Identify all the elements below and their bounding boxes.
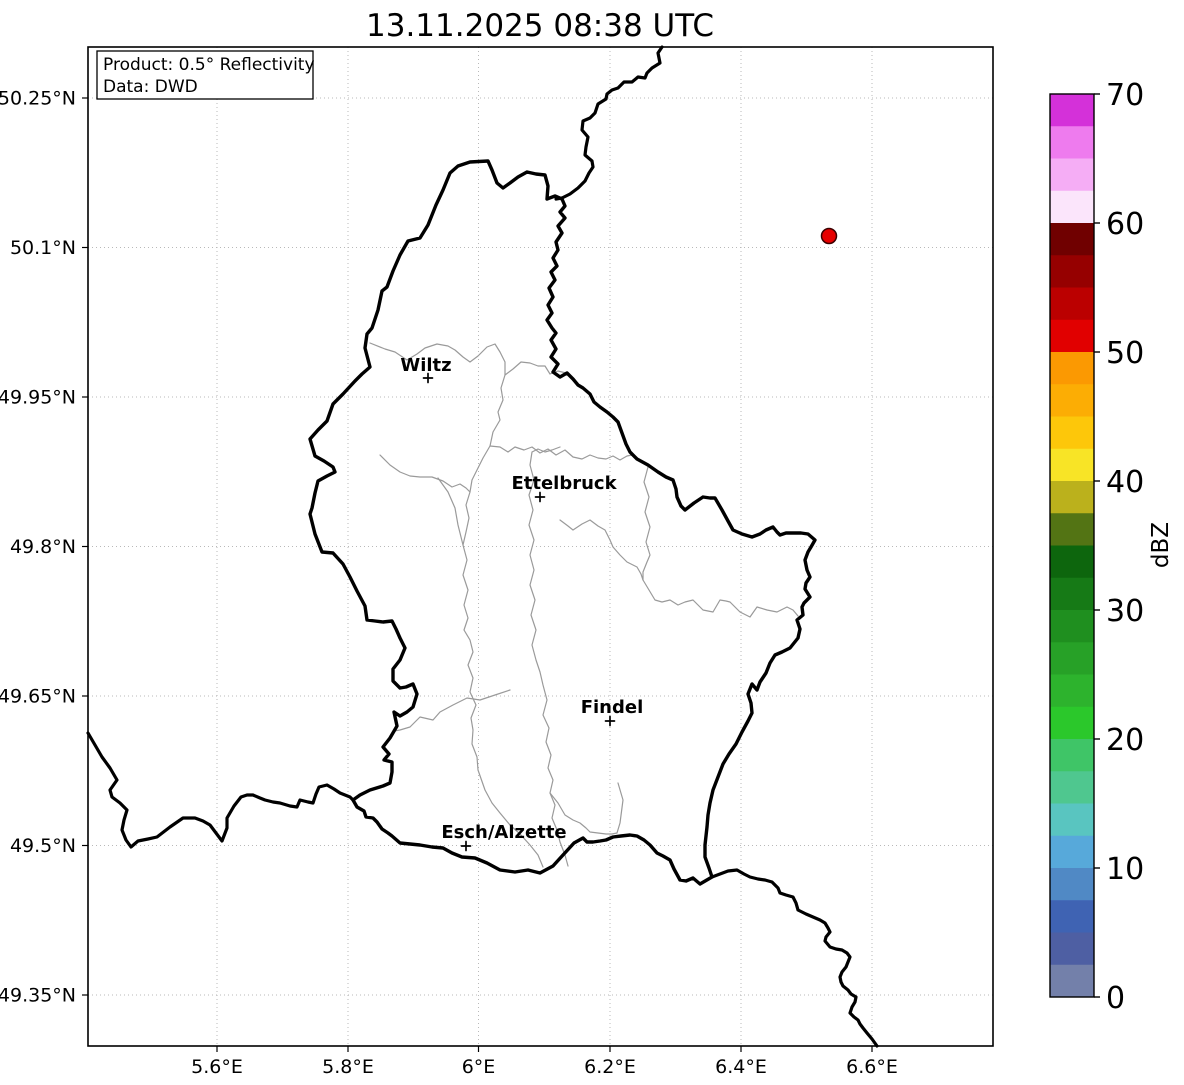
colorbar-segment (1050, 964, 1094, 998)
colorbar-segment (1050, 352, 1094, 385)
y-tick-label: 50.1°N (10, 237, 76, 259)
colorbar-segment (1050, 190, 1094, 224)
france-germany-border (710, 868, 879, 1048)
city-label-esch: Esch/Alzette (441, 822, 566, 843)
colorbar-segment (1050, 384, 1094, 417)
x-tick-label: 6.6°E (846, 1056, 898, 1078)
germany-belgium-border (554, 45, 664, 201)
y-tick-label: 49.5°N (10, 835, 76, 857)
y-tick-label: 50.25°N (0, 88, 76, 110)
city-marker-findel (604, 715, 616, 727)
x-tick-label: 5.8°E (322, 1056, 374, 1078)
product-info-box: Product: 0.5° Reflectivity Data: DWD (96, 50, 315, 100)
y-tick-label: 49.35°N (0, 985, 76, 1007)
colorbar-segment (1050, 803, 1094, 837)
colorbar-segment (1050, 448, 1094, 482)
city-marker-ettelbruck (534, 491, 546, 503)
y-tick-label: 49.95°N (0, 387, 76, 409)
colorbar-tick-label: 40 (1106, 465, 1144, 500)
colorbar-segment (1050, 868, 1094, 901)
colorbar-segment (1050, 545, 1094, 579)
colorbar-segment (1050, 739, 1094, 772)
figure-title: 13.11.2025 08:38 UTC (366, 8, 714, 44)
colorbar-segment (1050, 610, 1094, 643)
product-info-line2: Data: DWD (103, 77, 198, 97)
colorbar-segment (1050, 223, 1094, 256)
city-label-wiltz: Wiltz (400, 355, 451, 376)
axis-ticks (82, 97, 873, 1052)
city-marker-wiltz (422, 372, 434, 384)
colorbar-segment (1050, 416, 1094, 450)
colorbar-segments (1050, 94, 1094, 998)
x-tick-label: 6°E (462, 1056, 496, 1078)
belgium-france-border (86, 731, 355, 849)
canton-borders (369, 342, 799, 868)
colorbar-segment (1050, 932, 1094, 966)
colorbar-segment (1050, 126, 1094, 159)
product-info-line1: Product: 0.5° Reflectivity (103, 55, 315, 75)
city-label-findel: Findel (581, 697, 644, 718)
colorbar-segment (1050, 674, 1094, 708)
colorbar-segment (1050, 771, 1094, 804)
colorbar-segment (1050, 900, 1094, 933)
y-tick-label: 49.8°N (10, 536, 76, 558)
radar-echo-point (820, 227, 838, 245)
colorbar-segment (1050, 577, 1094, 611)
colorbar-tick-label: 60 (1106, 207, 1144, 242)
colorbar-tick-label: 70 (1106, 78, 1144, 113)
luxembourg-border (308, 159, 817, 886)
colorbar-segment (1050, 255, 1094, 288)
colorbar-axis-label: dBZ (1148, 522, 1174, 568)
city-markers (422, 372, 616, 852)
colorbar-tick-label: 10 (1106, 852, 1144, 887)
colorbar-ticks (1094, 93, 1100, 998)
colorbar-segment (1050, 835, 1094, 869)
colorbar-segment (1050, 642, 1094, 675)
neighbour-country-borders (86, 45, 879, 1048)
colorbar-tick-label: 0 (1106, 981, 1125, 1016)
colorbar-tick-label: 50 (1106, 336, 1144, 371)
colorbar-segment (1050, 319, 1094, 353)
colorbar-segment (1050, 158, 1094, 192)
city-label-ettelbruck: Ettelbruck (511, 473, 617, 494)
x-tick-label: 6.4°E (715, 1056, 767, 1078)
x-tick-label: 6.2°E (584, 1056, 636, 1078)
colorbar-segment (1050, 706, 1094, 740)
colorbar-tick-label: 30 (1106, 594, 1144, 629)
city-marker-esch (460, 840, 472, 852)
colorbar: 70 60 50 40 30 20 10 0 dBZ (1049, 78, 1174, 1016)
y-tick-label: 49.65°N (0, 686, 76, 708)
colorbar-frame (1049, 93, 1095, 998)
colorbar-tick-label: 20 (1106, 723, 1144, 758)
x-tick-label: 5.6°E (191, 1056, 243, 1078)
graticule-grid (88, 47, 993, 1046)
colorbar-segment (1050, 513, 1094, 546)
colorbar-segment (1050, 481, 1094, 514)
colorbar-segment (1050, 287, 1094, 321)
colorbar-segment (1050, 94, 1094, 127)
